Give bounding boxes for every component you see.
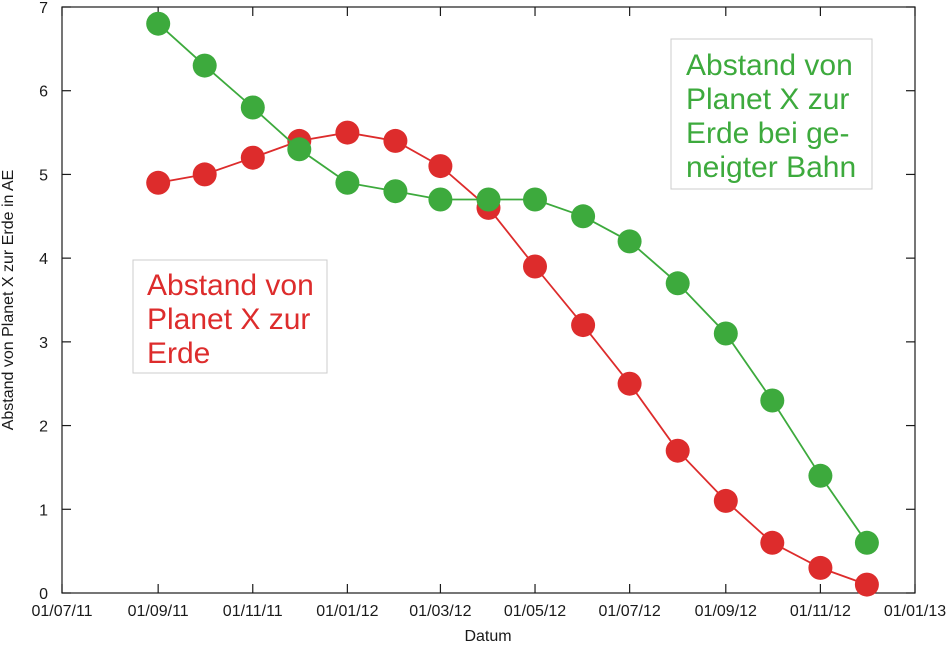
x-tick-label: 01/11/11 [223,603,283,620]
data-point [665,271,690,296]
data-point [808,463,833,488]
annotation-red-frame [132,259,328,374]
series-1 [146,11,879,555]
x-tick-label: 01/01/12 [316,603,378,620]
y-tick-label: 2 [39,419,48,436]
series-line [158,131,868,586]
series-layer [146,11,879,597]
x-tick-label: 01/11/12 [790,603,851,620]
data-point [523,187,547,212]
y-tick-labels: 0 1 2 3 4 5 6 7 [39,0,48,603]
annotation-green-frame [670,38,873,190]
x-tick-label: 01/07/12 [598,603,660,620]
data-point [383,179,408,204]
axis-ticks [61,6,916,594]
x-tick-label: 01/01/13 [884,603,946,620]
data-point [428,154,453,179]
data-point [428,187,453,212]
data-point [192,162,217,187]
y-tick-label: 1 [39,502,48,519]
annotation-red-box: Abstand von Planet X zur Erde [132,259,328,374]
data-point [713,321,738,346]
data-point [383,128,408,153]
y-tick-label: 6 [39,84,48,101]
data-point [523,254,547,279]
x-tick-label: 01/09/12 [695,603,757,620]
data-point [713,488,738,513]
x-tick-label: 01/03/12 [409,603,471,620]
x-tick-label: 01/07/11 [31,603,92,620]
annotation-green-box: Abstand von Planet X zur Erde bei ge- ne… [670,38,873,190]
data-point [665,438,690,463]
y-tick-label: 3 [39,335,48,352]
annotation-red-line-1: Abstand von [147,269,314,302]
data-point [240,95,265,120]
data-point [854,572,879,597]
data-point [335,120,360,145]
x-tick-label: 01/09/11 [128,603,189,620]
data-point [571,204,596,229]
y-tick-label: 4 [39,251,48,268]
annotation-green-line-3: Erde bei ge- [686,117,849,150]
data-point [146,11,171,36]
data-point [760,388,785,413]
annotation-green-line-4: neigter Bahn [686,151,856,184]
series-line [157,23,868,544]
x-tick-label: 01/05/12 [504,603,566,620]
data-point [617,229,642,254]
annotation-red-line-3: Erde [147,337,210,370]
data-point [617,371,642,396]
annotation-green-line-2: Planet X zur [686,83,849,116]
y-tick-label: 0 [39,586,48,603]
data-point [760,530,785,555]
data-point [808,555,833,580]
data-point [854,530,879,555]
data-point [335,170,360,195]
y-tick-label: 5 [39,167,48,184]
annotation-red-line-2: Planet X zur [147,303,310,336]
x-axis-title: Datum [464,628,511,645]
data-point [192,53,217,78]
plot-frame [61,6,916,594]
y-tick-label: 7 [39,0,48,17]
y-axis-title: Abstand von Planet X zur Erde in AE [0,170,17,431]
data-point [240,145,265,170]
annotation-green-line-1: Abstand von [686,49,853,82]
data-point [571,313,596,338]
data-point [146,170,171,195]
x-tick-labels: 01/07/11 01/09/11 01/11/11 01/01/12 01/03/12… [31,603,946,620]
data-point [476,187,501,212]
data-point [287,137,312,162]
